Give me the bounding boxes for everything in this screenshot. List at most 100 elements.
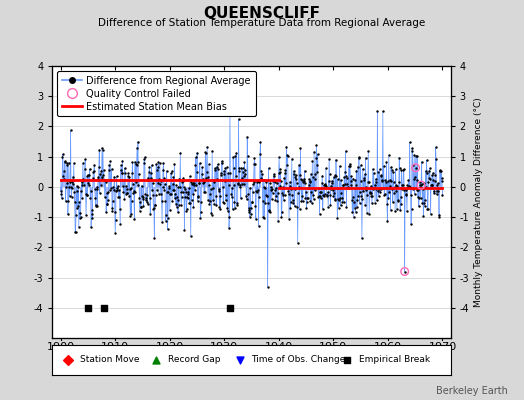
Point [312,154,320,161]
Text: Empirical Break: Empirical Break [359,355,430,364]
Point [328,180,336,186]
Point [229,154,237,160]
Point [340,199,348,205]
Point [297,198,305,204]
Point [308,158,316,164]
Point [421,202,429,209]
Point [249,181,257,188]
Point [58,154,67,160]
Point [318,180,326,186]
Point [123,186,132,192]
Point [358,235,366,242]
Point [128,170,136,177]
Point [430,188,439,194]
Point [119,189,127,195]
Point [149,192,157,198]
Point [223,205,232,212]
Point [317,189,325,195]
Point [347,173,356,179]
Point [250,161,258,168]
Point [314,185,323,192]
Point [129,180,137,187]
Point [378,177,386,183]
Point [438,174,446,181]
Point [249,178,258,185]
Point [386,183,394,189]
Point [329,192,337,199]
Point [206,198,214,204]
Point [386,177,394,183]
Point [397,167,406,173]
Point [310,187,319,193]
Point [227,194,236,200]
Point [73,188,82,194]
Point [342,172,350,179]
Point [425,174,433,181]
Point [97,176,106,182]
Point [95,164,103,170]
Point [152,167,161,173]
Point [182,207,190,214]
Point [204,182,213,188]
Point [110,187,118,194]
Point [348,209,356,215]
Point [423,169,431,176]
Point [354,193,363,199]
Point [195,160,204,166]
Point [184,189,192,196]
Point [246,185,255,192]
Point [353,196,362,203]
Point [242,193,250,199]
Point [151,191,160,198]
Point [205,161,213,168]
Point [261,199,269,206]
Point [351,204,359,211]
Point [154,180,162,186]
Point [327,186,335,192]
Point [89,169,97,175]
Point [398,182,407,188]
Point [372,176,380,182]
Point [272,193,280,199]
Point [67,184,75,190]
Point [166,207,174,213]
Point [347,178,355,184]
Point [255,194,263,200]
Point [268,190,277,196]
Point [434,180,442,186]
Point [270,171,278,177]
Point [416,182,424,188]
Point [67,127,75,134]
Point [306,198,314,204]
Point [387,178,396,184]
Point [248,198,256,205]
Point [164,189,172,195]
Point [432,156,440,162]
Point [323,189,332,195]
Point [336,194,344,201]
Point [63,162,72,168]
Point [320,191,329,197]
Point [185,185,193,192]
Point [65,184,73,190]
Point [436,184,445,191]
Point [427,211,435,218]
Point [407,206,416,213]
Point [134,139,142,145]
Point [221,178,229,184]
Point [261,192,270,198]
Point [126,185,135,192]
Point [352,168,361,174]
Point [334,196,342,203]
Point [387,164,395,170]
Point [247,204,256,211]
Point [152,357,160,363]
Point [88,207,96,213]
Point [174,183,183,190]
Point [226,102,234,108]
Point [338,199,346,205]
Point [361,202,369,208]
Point [400,187,408,193]
Point [189,190,197,197]
Point [400,166,408,172]
